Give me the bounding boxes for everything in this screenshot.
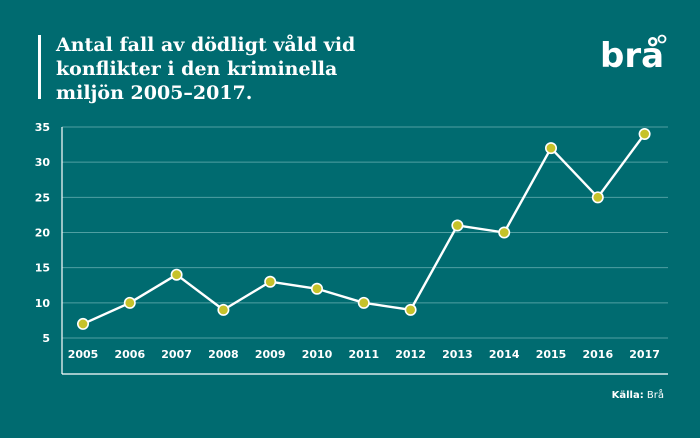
data-point-2015	[544, 142, 557, 155]
y-tick-label: 30	[35, 156, 51, 169]
x-tick-label: 2016	[582, 348, 613, 361]
x-tick-label: 2010	[302, 348, 333, 361]
x-tick-label: 2014	[489, 348, 520, 361]
data-point-2006	[123, 296, 136, 309]
x-tick-label: 2007	[161, 348, 192, 361]
x-tick-label: 2012	[395, 348, 426, 361]
bra-logo: brå	[600, 34, 667, 74]
data-point-2012	[404, 303, 417, 316]
data-point-2009	[264, 275, 277, 288]
title-accent-bar	[38, 35, 41, 99]
x-tick-label: 2005	[68, 348, 99, 361]
y-tick-label: 15	[35, 262, 50, 275]
y-tick-label: 10	[35, 297, 51, 310]
x-tick-label: 2013	[442, 348, 473, 361]
data-point-2010	[310, 282, 323, 295]
x-tick-label: 2009	[255, 348, 286, 361]
logo-text: brå	[600, 36, 664, 74]
y-tick-label: 35	[35, 121, 50, 134]
chart-title: Antal fall av dödligt våld vid konflikte…	[56, 33, 376, 105]
title-line-3: miljön 2005–2017.	[56, 82, 253, 104]
title-line-1: Antal fall av dödligt våld vid	[56, 34, 356, 56]
x-tick-label: 2015	[536, 348, 567, 361]
y-tick-label: 25	[35, 191, 50, 204]
data-point-2017	[638, 128, 651, 141]
y-tick-label: 5	[42, 332, 50, 345]
data-point-2008	[217, 303, 230, 316]
data-point-2005	[77, 317, 90, 330]
data-point-2013	[451, 219, 464, 232]
x-tick-label: 2017	[629, 348, 660, 361]
source-label: Källa:	[611, 390, 644, 401]
x-tick-label: 2011	[348, 348, 379, 361]
title-line-2: konflikter i den kriminella	[56, 58, 338, 80]
data-point-2011	[357, 296, 370, 309]
source-value: Brå	[646, 390, 664, 401]
data-point-2016	[591, 191, 604, 204]
data-point-2007	[170, 268, 183, 281]
source-note: Källa: Brå	[612, 390, 664, 401]
data-point-2014	[498, 226, 511, 239]
x-tick-label: 2006	[114, 348, 145, 361]
y-tick-label: 20	[35, 227, 51, 240]
x-tick-label: 2008	[208, 348, 239, 361]
